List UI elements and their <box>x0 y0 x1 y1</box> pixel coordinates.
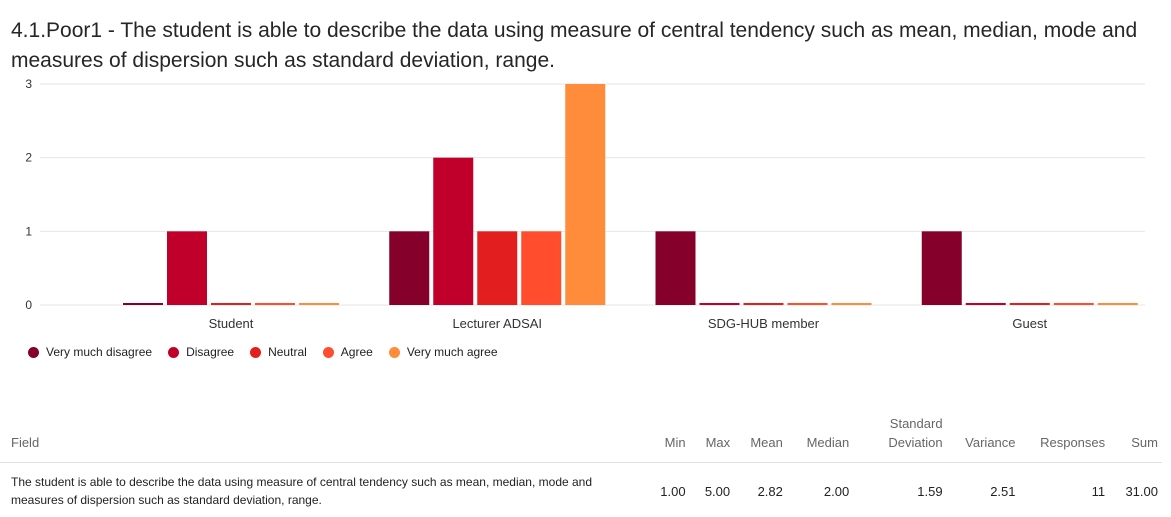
header-median: Median <box>806 435 850 450</box>
bar-disagree <box>965 303 1006 305</box>
legend-item[interactable]: Neutral <box>250 345 307 359</box>
chart-legend: Very much disagree Disagree Neutral Agree Ve… <box>28 345 498 359</box>
header-responses: Responses <box>1040 435 1106 450</box>
header-variance: Variance <box>965 435 1016 450</box>
legend-item[interactable]: Very much disagree <box>28 345 152 359</box>
legend-swatch <box>250 346 262 358</box>
x-tick-label: SDG-HUB member <box>708 316 820 331</box>
cell-median: 2.00 <box>786 462 870 517</box>
bar-neutral <box>743 303 784 305</box>
bar-chart: 0 1 2 3 Student Lecturer ADSAI SDG-HUB member G… <box>25 77 1145 331</box>
header-std-line2: Deviation <box>888 435 943 450</box>
bar-very-much-agree <box>1097 303 1138 305</box>
table-row: The student is able to describe the data… <box>0 462 1162 517</box>
cell-standard-deviation: 1.59 <box>869 462 947 517</box>
bar-disagree <box>167 231 207 305</box>
cell-min: 1.00 <box>645 462 690 517</box>
cell-responses: 11 <box>1019 462 1110 517</box>
y-tick-label: 2 <box>25 151 32 165</box>
header-field: Field <box>11 435 40 450</box>
x-tick-label: Student <box>209 316 254 331</box>
y-tick-label: 0 <box>25 298 32 312</box>
bar-agree <box>521 231 562 305</box>
cell-max: 5.00 <box>689 462 735 517</box>
bar-agree <box>787 303 828 305</box>
bar-agree <box>255 303 295 305</box>
header-mean: Mean <box>750 435 783 450</box>
chart-title: 4.1.Poor1 - The student is able to descr… <box>11 19 1138 72</box>
x-tick-label: Lecturer ADSAI <box>452 316 542 331</box>
bar-very-much-agree <box>565 84 606 305</box>
legend-label: Agree <box>340 345 373 359</box>
bar-disagree <box>699 303 740 305</box>
bar-neutral <box>1009 303 1050 305</box>
bar-disagree <box>433 157 474 305</box>
legend-swatch <box>388 346 400 358</box>
legend-swatch <box>322 346 334 358</box>
bar-neutral <box>477 231 518 305</box>
header-max: Max <box>705 435 731 450</box>
bar-very-much-disagree <box>123 303 163 305</box>
bar-agree <box>1053 303 1094 305</box>
legend-label: Very much agree <box>406 345 498 359</box>
bar-neutral <box>211 303 251 305</box>
header-standard-deviation: Standard Deviation <box>869 410 946 463</box>
legend-item[interactable]: Agree <box>322 345 373 359</box>
cell-variance: 2.51 <box>946 462 1020 517</box>
legend-swatch <box>168 346 180 358</box>
bar-very-much-disagree <box>655 231 696 305</box>
y-tick-label: 3 <box>25 77 32 91</box>
cell-mean: 2.82 <box>734 462 787 517</box>
legend-swatch <box>28 346 39 358</box>
header-min: Min <box>664 435 686 450</box>
header-std-line1: Standard <box>889 416 943 431</box>
bar-very-much-disagree <box>389 231 430 305</box>
x-tick-label: Guest <box>1012 316 1047 331</box>
legend-item[interactable]: Very much agree <box>388 345 498 359</box>
legend-label: Very much disagree <box>46 345 153 359</box>
bar-very-much-agree <box>831 303 872 305</box>
legend-label: Disagree <box>186 345 235 359</box>
bar-very-much-disagree <box>921 231 962 305</box>
table-header-row: Field Min Max Mean Median Standard Devia… <box>0 410 1162 463</box>
bar-very-much-agree <box>299 303 339 305</box>
legend-item[interactable]: Disagree <box>168 345 234 359</box>
header-sum: Sum <box>1131 435 1158 450</box>
cell-field: The student is able to describe the data… <box>0 462 645 517</box>
y-tick-label: 1 <box>25 224 32 238</box>
legend-label: Neutral <box>268 345 307 359</box>
statistics-table: Field Min Max Mean Median Standard Devia… <box>0 410 1162 517</box>
cell-sum: 31.00 <box>1109 462 1162 517</box>
